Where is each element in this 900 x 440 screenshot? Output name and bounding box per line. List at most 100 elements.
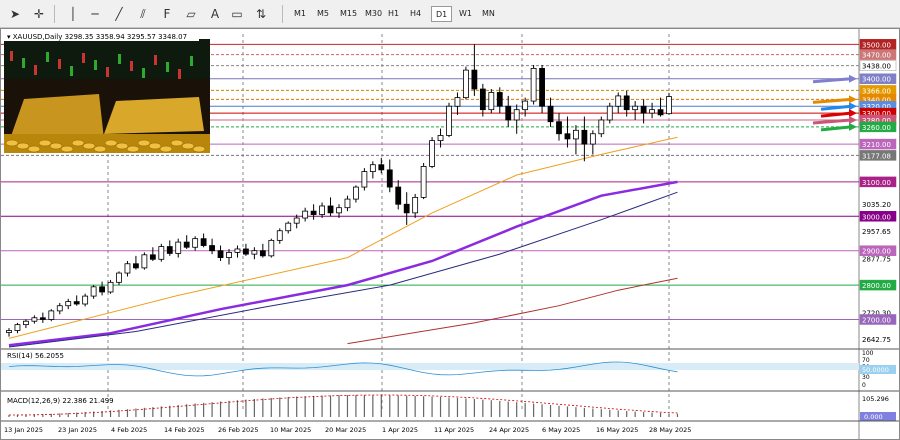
horizontal-line-icon[interactable]: ─ bbox=[91, 7, 99, 21]
arrows-icon[interactable]: ⇅ bbox=[255, 7, 267, 21]
crosshair-icon[interactable]: ✛ bbox=[33, 7, 45, 21]
level-arrow-head bbox=[849, 74, 857, 83]
gold-coin bbox=[71, 139, 85, 147]
candle-body bbox=[513, 109, 520, 121]
candle-body bbox=[623, 95, 630, 111]
date-axis-label: 13 Jan 2025 bbox=[4, 426, 43, 434]
price-level-label: 3500.00 bbox=[862, 41, 891, 49]
candle-body bbox=[217, 250, 224, 258]
vertical-line-icon[interactable]: │ bbox=[69, 7, 77, 21]
shapes-icon[interactable]: ▱ bbox=[186, 7, 196, 21]
price-level-label: 3300.00 bbox=[862, 110, 891, 118]
candle-body bbox=[99, 286, 105, 293]
timeframe-d1[interactable]: D1 bbox=[431, 6, 453, 22]
candle-body bbox=[479, 88, 486, 111]
candle-body bbox=[124, 263, 131, 274]
candle-body bbox=[14, 324, 21, 331]
price-level-label: 3280.00 bbox=[862, 117, 891, 125]
gold-bars-image-candle bbox=[34, 65, 37, 75]
candle-body bbox=[302, 210, 309, 219]
price-level-box bbox=[859, 39, 897, 50]
price-level-label: 3260.00 bbox=[862, 124, 891, 132]
gold-coin bbox=[16, 142, 30, 150]
gold-coin bbox=[27, 145, 41, 153]
level-arrow-head bbox=[849, 109, 857, 118]
gold-coin bbox=[170, 139, 184, 147]
label-icon[interactable]: ▭ bbox=[231, 7, 243, 21]
candle-body bbox=[310, 210, 317, 215]
candle-body bbox=[615, 95, 622, 107]
price-level-box bbox=[859, 49, 897, 60]
candle-body bbox=[56, 305, 63, 312]
gold-coin bbox=[181, 142, 195, 150]
date-axis-label: 28 May 2025 bbox=[649, 426, 691, 434]
cursor-icon[interactable]: ➤ bbox=[9, 7, 21, 21]
timeframe-mn[interactable]: MN bbox=[482, 9, 495, 18]
candle-body bbox=[73, 301, 80, 305]
gold-coin bbox=[192, 145, 206, 153]
gold-coin bbox=[93, 145, 107, 153]
price-level-box bbox=[859, 279, 897, 291]
date-axis-label: 24 Apr 2025 bbox=[489, 426, 529, 434]
date-axis-label: 6 May 2025 bbox=[542, 426, 580, 434]
timeframe-h1[interactable]: H1 bbox=[388, 9, 400, 18]
channel-icon[interactable]: ⫽ bbox=[140, 7, 146, 21]
candle-body bbox=[446, 105, 452, 136]
candle-body bbox=[243, 248, 249, 255]
date-axis-label: 1 Apr 2025 bbox=[382, 426, 418, 434]
candle-body bbox=[386, 169, 393, 188]
price-chart[interactable]: ▾ XAUUSD,Daily 3298.35 3358.94 3295.57 3… bbox=[1, 29, 899, 439]
candle-body bbox=[589, 133, 596, 145]
text-icon[interactable]: A bbox=[210, 7, 220, 21]
candle-body bbox=[158, 246, 165, 260]
price-level-box bbox=[859, 314, 897, 325]
timeframe-h4[interactable]: H4 bbox=[410, 9, 422, 18]
candle-body bbox=[293, 217, 300, 224]
symbol-header-bg bbox=[3, 31, 199, 41]
gold-coin bbox=[49, 142, 63, 150]
candle-body bbox=[496, 92, 503, 107]
candle-body bbox=[522, 100, 529, 111]
timeframe-m5[interactable]: M5 bbox=[317, 9, 329, 18]
gold-coin bbox=[5, 139, 19, 147]
toolbar-separator bbox=[282, 5, 283, 23]
gold-coin bbox=[60, 145, 74, 153]
candle-body bbox=[344, 198, 351, 209]
rsi-label: RSI(14) 56.2055 bbox=[7, 352, 64, 360]
fibonacci-icon[interactable]: F bbox=[163, 7, 171, 21]
gold-coin bbox=[104, 139, 118, 147]
toolbar: ➤ ✛ │ ─ ╱ ⫽ F ▱ A ▭ ⇅ M1 M5 M15 M30 H1 H4 D1 W1… bbox=[0, 0, 900, 28]
candle-body bbox=[31, 317, 38, 322]
price-level-box bbox=[859, 245, 897, 256]
candle-body bbox=[183, 241, 190, 248]
candle-body bbox=[463, 69, 469, 99]
candle-body bbox=[48, 310, 55, 320]
timeframe-m30[interactable]: M30 bbox=[365, 9, 383, 18]
chart-window[interactable]: ▾ XAUUSD,Daily 3298.35 3358.94 3295.57 3… bbox=[0, 28, 900, 440]
timeframe-w1[interactable]: W1 bbox=[459, 9, 472, 18]
timeframe-m1[interactable]: M1 bbox=[294, 9, 306, 18]
trendline-icon[interactable]: ╱ bbox=[115, 7, 123, 21]
timeframe-m15[interactable]: M15 bbox=[340, 9, 358, 18]
gold-bars-image-candle bbox=[154, 55, 157, 65]
candle-body bbox=[353, 186, 359, 200]
price-level-box bbox=[859, 60, 897, 71]
candle-body bbox=[285, 222, 292, 232]
candle-body bbox=[259, 250, 266, 257]
candle-body bbox=[649, 109, 655, 114]
candle-body bbox=[209, 245, 215, 252]
candle-body bbox=[39, 317, 46, 320]
price-level-label: 3100.00 bbox=[862, 179, 891, 187]
price-level-label: 2700.00 bbox=[862, 316, 891, 324]
candle-body bbox=[530, 67, 537, 102]
candle-body bbox=[361, 171, 368, 188]
price-level-box bbox=[859, 211, 897, 222]
price-level-label: 3400.00 bbox=[862, 76, 891, 84]
gold-coin bbox=[82, 142, 96, 150]
rsi-axis-label: 70 bbox=[862, 357, 870, 364]
price-level-box bbox=[859, 150, 897, 161]
gold-bars-image-candle bbox=[118, 54, 121, 64]
candle-body bbox=[251, 250, 258, 255]
candle-body bbox=[437, 135, 444, 142]
candle-body bbox=[581, 129, 588, 145]
